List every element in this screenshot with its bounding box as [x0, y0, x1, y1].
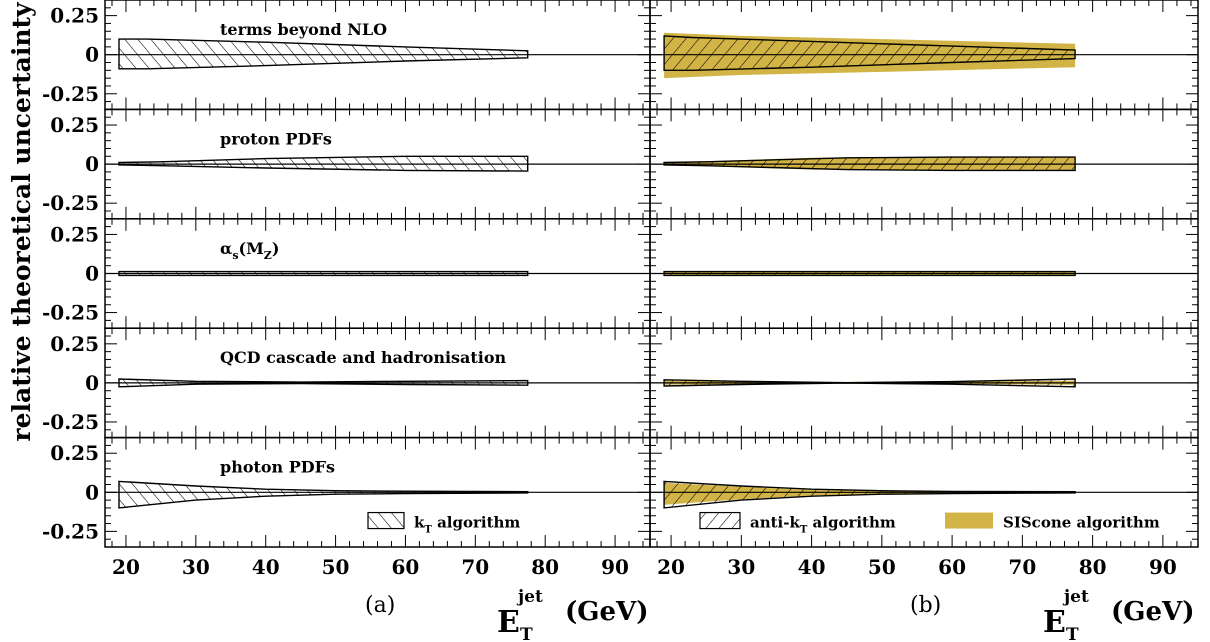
x-tick-label: 40 [798, 555, 826, 579]
x-tick-label: 20 [657, 555, 685, 579]
row-label-main: α [220, 239, 232, 258]
x-axis-unit: (GeV) [565, 597, 649, 627]
y-tick-label: -0.25 [42, 191, 99, 215]
y-tick-label: -0.25 [42, 410, 99, 434]
x-tick-label: 30 [182, 555, 210, 579]
x-axis-symbol: E [1043, 605, 1066, 640]
row-label: proton PDFs [220, 129, 332, 148]
x-axis-superscript: jet [1062, 587, 1089, 607]
x-axis-subscript: T [520, 625, 533, 642]
y-tick-label: 0 [85, 43, 99, 67]
x-tick-label: 90 [601, 555, 629, 579]
x-tick-label: 80 [1079, 555, 1107, 579]
x-tick-label: 50 [868, 555, 896, 579]
row-label-sub: s [232, 249, 238, 262]
x-tick-label: 80 [531, 555, 559, 579]
x-tick-label: 40 [252, 555, 280, 579]
legends-group: kT algorithm anti-kT algorithm SIScone alg… [367, 511, 1160, 536]
kt-band [118, 480, 529, 509]
row-5-panel-b [649, 436, 1199, 548]
row-label: QCD cascade and hadronisation [220, 348, 507, 367]
x-tick-label: 70 [1008, 555, 1036, 579]
y-tick-label: 0.25 [50, 332, 99, 356]
x-axis-label-b: E T jet (GeV) [1043, 587, 1195, 642]
y-tick-label: 0 [85, 480, 99, 504]
x-tick-label: 60 [392, 555, 420, 579]
legend-kt: kT algorithm [367, 511, 520, 536]
x-axis-label-a: E T jet (GeV) [497, 587, 649, 642]
row-1-panel-b [649, 0, 1199, 111]
legend-siscone-swatch [945, 512, 993, 529]
row-5-panel-a: 0.25 0 -0.25 photon PDFs [42, 436, 651, 548]
y-tick-label: 0.25 [50, 4, 99, 28]
legend-kt-pre: k [414, 514, 425, 532]
legend-siscone-label: SIScone algorithm [1003, 514, 1160, 532]
row-1-panel-a: 0.25 0 -0.25 terms beyond NLO [42, 0, 651, 111]
y-tick-label: 0.25 [50, 441, 99, 465]
panel-a-label: (a) [365, 593, 395, 618]
row-label-end: ) [272, 239, 280, 258]
x-axis-subscript: T [1066, 625, 1079, 642]
y-tick-label: 0 [85, 371, 99, 395]
x-tick-label: 50 [322, 555, 350, 579]
x-tick-label: 70 [461, 555, 489, 579]
y-tick-label: 0 [85, 152, 99, 176]
x-tick-label: 60 [938, 555, 966, 579]
y-tick-label: 0 [85, 262, 99, 286]
row-label-sub2: Z [264, 249, 272, 262]
legend-siscone: SIScone algorithm [945, 512, 1160, 532]
y-tick-label: -0.25 [42, 301, 99, 325]
legend-kt-label: kT algorithm [414, 514, 520, 536]
panel-b: 20 30 40 50 60 70 80 90 [649, 0, 1199, 579]
row-frame [649, 436, 1199, 548]
x-tick-label: 30 [727, 555, 755, 579]
row-label: terms beyond NLO [220, 20, 387, 39]
legend-antikt: anti-kT algorithm [699, 511, 896, 536]
row-2-panel-a: 0.25 0 -0.25 proton PDFs [42, 108, 651, 220]
x-axis-unit: (GeV) [1111, 597, 1195, 627]
legend-kt-sub: T [424, 525, 432, 536]
row-label: αs(MZ) [220, 239, 279, 262]
panel-a: 0.25 0 -0.25 terms beyond NLO 0.25 0 -0.25 prot… [42, 0, 651, 579]
legend-antikt-sub: T [800, 525, 808, 536]
kt-band [118, 38, 529, 70]
x-axis-superscript: jet [516, 587, 543, 607]
row-label-rest: (M [239, 239, 264, 258]
legend-antikt-post: algorithm [807, 514, 896, 532]
y-tick-label: 0.25 [50, 113, 99, 137]
row-3-panel-a: 0.25 0 -0.25 αs(MZ) [42, 218, 651, 329]
panels-group: 0.25 0 -0.25 terms beyond NLO 0.25 0 -0.25 prot… [42, 0, 1199, 579]
y-tick-label: 0.25 [50, 222, 99, 246]
row-4-panel-b [649, 327, 1199, 439]
y-axis-label: relative theoretical uncertainty [7, 1, 36, 442]
x-axis-symbol: E [497, 605, 520, 640]
x-tick-label: 20 [112, 555, 140, 579]
y-tick-label: -0.25 [42, 519, 99, 543]
antikt-band [663, 480, 1076, 509]
legend-antikt-label: anti-kT algorithm [750, 514, 896, 536]
legend-antikt-pre: anti-k [750, 514, 800, 532]
legend-kt-post: algorithm [432, 514, 521, 532]
y-tick-label: -0.25 [42, 82, 99, 106]
row-2-panel-b [649, 108, 1199, 220]
legend-kt-swatch [367, 511, 405, 530]
row-label: photon PDFs [220, 458, 335, 477]
antikt-band [663, 35, 1076, 71]
panel-b-label: (b) [910, 593, 941, 618]
x-tick-label: 90 [1149, 555, 1177, 579]
legend-antikt-swatch [699, 511, 741, 530]
row-3-panel-b [649, 218, 1199, 329]
row-4-panel-a: 0.25 0 -0.25 QCD cascade and hadronisation [42, 327, 651, 439]
